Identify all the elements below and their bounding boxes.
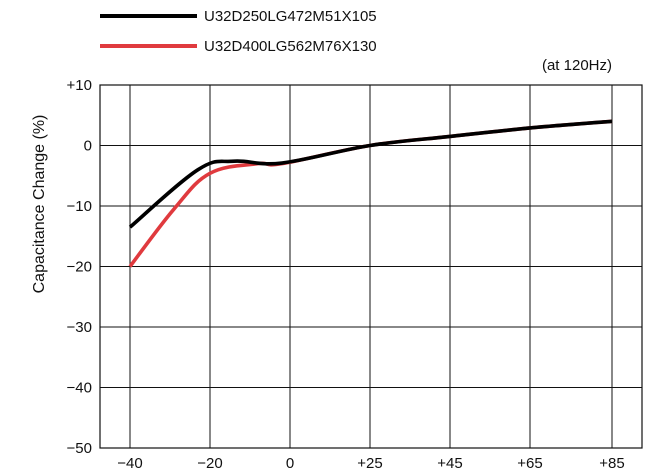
y-axis-label: Capacitance Change (%) [31, 115, 48, 294]
y-tick-label: +10 [67, 77, 92, 94]
series-line-0 [128, 119, 613, 229]
legend-label-0: U32D250LG472M51X105 [204, 8, 377, 25]
tick-labels: +10 0 −10 −20 −30 −40 −50 −40 −20 0 +25 +45 +65 +85 [67, 77, 625, 472]
grid [99, 84, 643, 449]
y-tick-label: −30 [67, 319, 92, 336]
y-tick-label: −40 [67, 380, 92, 397]
legend: U32D250LG472M51X105 U32D400LG562M76X130 [100, 8, 377, 55]
series-line-1 [128, 119, 613, 268]
legend-label-1: U32D400LG562M76X130 [204, 38, 377, 55]
y-tick-label: −20 [67, 259, 92, 276]
x-tick-label: 0 [286, 455, 294, 472]
x-tick-label: −40 [117, 455, 142, 472]
x-tick-label: +45 [437, 455, 462, 472]
y-tick-label: −50 [67, 440, 92, 457]
chart-note: (at 120Hz) [542, 57, 612, 74]
x-tick-label: +65 [517, 455, 542, 472]
x-tick-label: +85 [599, 455, 624, 472]
x-tick-label: +25 [357, 455, 382, 472]
x-tick-label: −20 [197, 455, 222, 472]
y-tick-label: 0 [84, 138, 92, 155]
series-lines [128, 119, 613, 268]
y-tick-label: −10 [67, 198, 92, 215]
